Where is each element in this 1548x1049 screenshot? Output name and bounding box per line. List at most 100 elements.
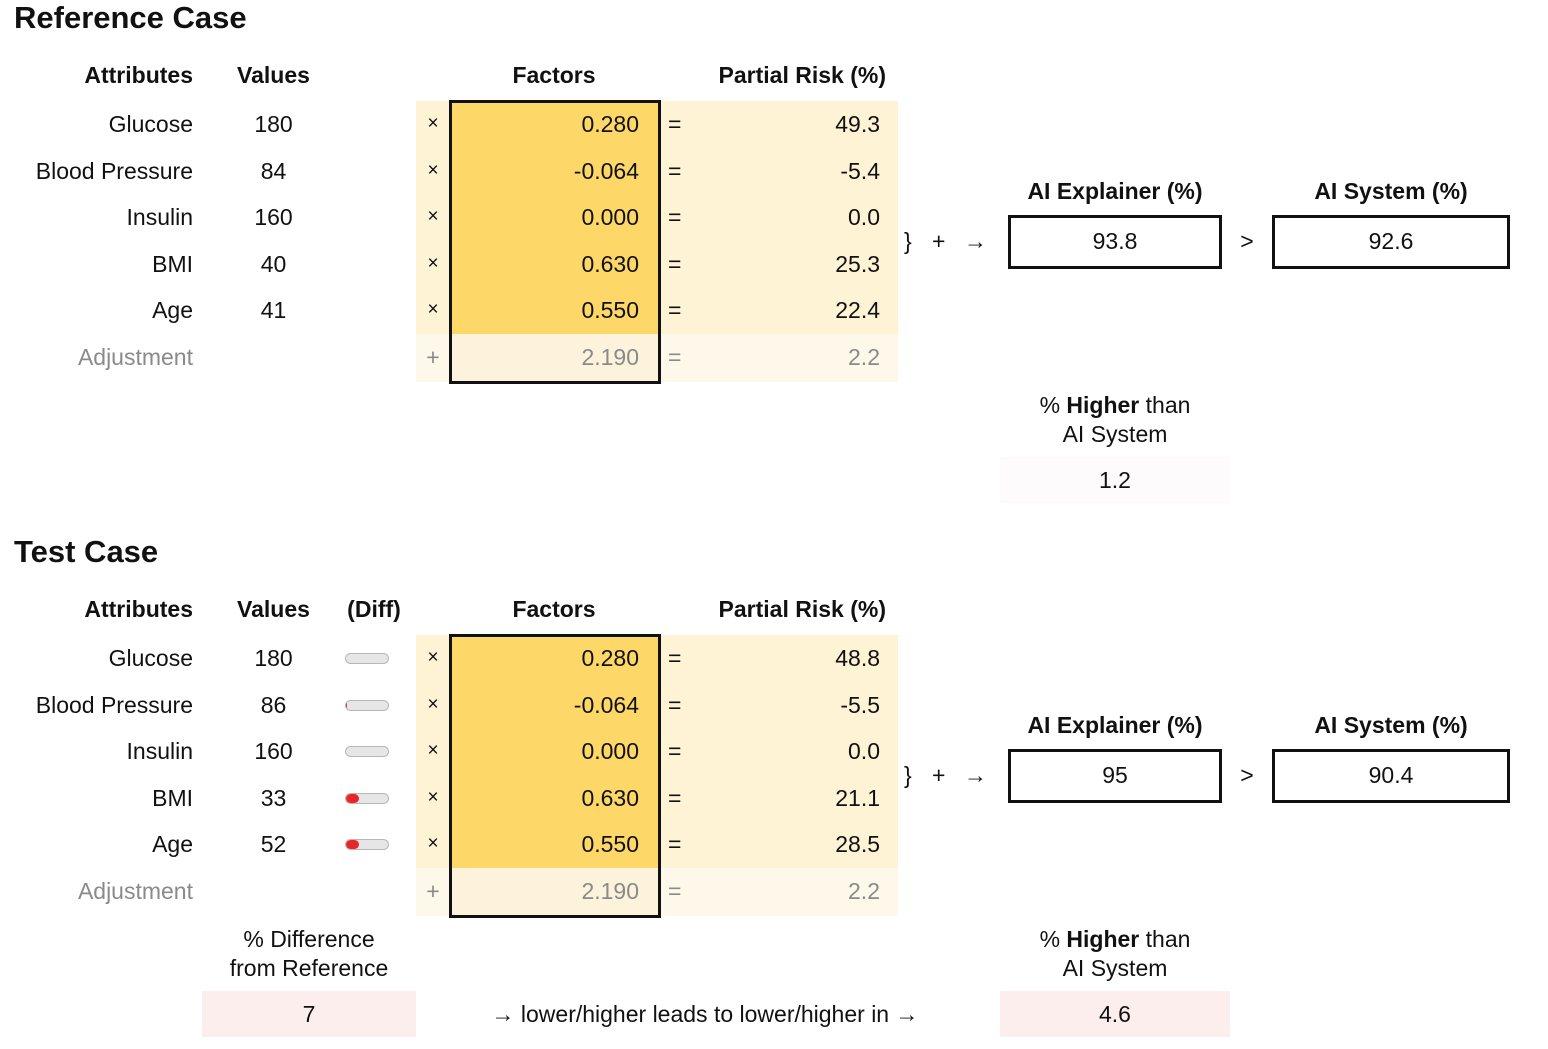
factor-adjustment-bg — [450, 868, 658, 916]
operator-adjustment-bg — [416, 334, 450, 382]
attribute-label: BMI — [152, 251, 193, 277]
diff-bar — [345, 793, 389, 804]
higher-line2: AI System — [1062, 955, 1168, 981]
factor-value: 0.280 — [581, 645, 639, 671]
factors-header: Factors — [512, 62, 596, 88]
ai-system-header: AI System (%) — [1314, 712, 1468, 738]
plus-symbol: + — [932, 228, 946, 254]
higher-prefix: % — [1039, 392, 1061, 418]
ai-explainer-header: AI Explainer (%) — [1027, 712, 1203, 738]
diff-bar-fill — [346, 701, 348, 710]
factor-value: 0.550 — [581, 831, 639, 857]
factor-value: 0.550 — [581, 297, 639, 323]
multiply-operator: × — [427, 206, 439, 227]
diff-bar — [345, 700, 389, 711]
operator-column-bg — [416, 101, 450, 334]
attribute-label: Glucose — [108, 645, 193, 671]
partial-risk-value: -5.4 — [840, 158, 880, 184]
partial-risk-value: 25.3 — [835, 251, 880, 277]
ai-explainer-header: AI Explainer (%) — [1027, 178, 1203, 204]
equals-sign: = — [668, 297, 682, 323]
adjustment-factor: 2.190 — [581, 344, 639, 370]
higher-bold: Higher — [1066, 926, 1140, 952]
factor-value: 0.000 — [581, 738, 639, 764]
factor-value: 0.280 — [581, 111, 639, 137]
adjustment-factor: 2.190 — [581, 878, 639, 904]
higher-suffix: than — [1145, 926, 1191, 952]
multiply-operator: × — [427, 253, 439, 274]
plus-symbol: + — [932, 762, 946, 788]
multiply-operator: × — [427, 833, 439, 854]
factor-value: -0.064 — [573, 158, 639, 184]
reference-case-title: Reference Case — [14, 0, 247, 35]
partial-risk-value: 0.0 — [848, 738, 880, 764]
factor-value: 0.630 — [581, 785, 639, 811]
equals-sign: = — [668, 692, 682, 718]
multiply-operator: × — [427, 160, 439, 181]
higher-than-value: 1.2 — [1000, 457, 1230, 503]
factor-value: 0.000 — [581, 204, 639, 230]
equals-sign: = — [668, 204, 682, 230]
partial-risk-adjustment-bg — [658, 868, 898, 916]
ai-explainer-value: 93.8 — [1008, 215, 1222, 269]
partial-risk-value: 21.1 — [835, 785, 880, 811]
multiply-operator: × — [427, 787, 439, 808]
plus-operator: + — [426, 878, 440, 904]
attribute-value: 180 — [254, 645, 293, 671]
brace-symbol: } — [904, 228, 912, 254]
adjustment-label: Adjustment — [77, 344, 193, 370]
attributes-header: Attributes — [84, 62, 193, 88]
equals-sign: = — [668, 738, 682, 764]
attribute-label: Blood Pressure — [35, 158, 193, 184]
higher-line2: AI System — [1062, 421, 1168, 447]
partial-risk-value: 28.5 — [835, 831, 880, 857]
partial-risk-value: 0.0 — [848, 204, 880, 230]
test-case-title: Test Case — [14, 534, 159, 569]
attribute-label: BMI — [152, 785, 193, 811]
partial-risk-value: 49.3 — [835, 111, 880, 137]
factor-value: 0.630 — [581, 251, 639, 277]
greater-than-symbol: > — [1240, 762, 1254, 788]
diff-bar — [345, 653, 389, 664]
higher-than-label: % Higher than AI System — [1000, 925, 1230, 983]
higher-than-label: % Higher than AI System — [1000, 391, 1230, 449]
higher-prefix: % — [1039, 926, 1061, 952]
diff-bar — [345, 839, 389, 850]
adjustment-label: Adjustment — [77, 878, 193, 904]
higher-than-value: 4.6 — [1000, 991, 1230, 1037]
attribute-value: 33 — [260, 785, 287, 811]
equals-sign: = — [668, 831, 682, 857]
factors-column-bg — [450, 635, 658, 868]
multiply-operator: × — [427, 740, 439, 761]
difference-line2: from Reference — [229, 955, 389, 981]
attribute-label: Insulin — [126, 738, 193, 764]
factors-column-bg — [450, 101, 658, 334]
plus-operator: + — [426, 344, 440, 370]
values-header: Values — [237, 62, 310, 88]
equals-sign: = — [668, 785, 682, 811]
attribute-label: Age — [152, 297, 193, 323]
partial-risk-column-bg — [658, 635, 898, 868]
multiply-operator: × — [427, 113, 439, 134]
equals-sign: = — [668, 111, 682, 137]
diff-header: (Diff) — [347, 596, 401, 622]
difference-value: 7 — [202, 991, 416, 1037]
factors-header: Factors — [512, 596, 596, 622]
ai-system-header: AI System (%) — [1314, 178, 1468, 204]
partial-risk-value: 48.8 — [835, 645, 880, 671]
equals-sign: = — [668, 344, 682, 370]
multiply-operator: × — [427, 299, 439, 320]
difference-label: % Difference from Reference — [202, 925, 416, 983]
equals-sign: = — [668, 251, 682, 277]
higher-bold: Higher — [1066, 392, 1140, 418]
diff-bar — [345, 746, 389, 757]
multiply-operator: × — [427, 694, 439, 715]
factors-frame — [449, 634, 661, 918]
brace-symbol: } — [904, 762, 912, 788]
attribute-label: Insulin — [126, 204, 193, 230]
attribute-value: 160 — [254, 204, 293, 230]
attribute-value: 41 — [260, 297, 287, 323]
adjustment-partial-risk: 2.2 — [848, 878, 880, 904]
attribute-value: 160 — [254, 738, 293, 764]
ai-system-value: 92.6 — [1272, 215, 1510, 269]
